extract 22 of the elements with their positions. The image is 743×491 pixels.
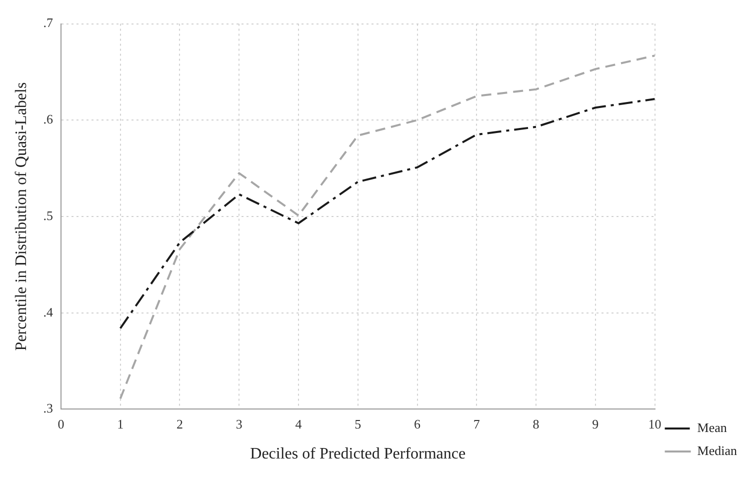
- x-axis-title: Deciles of Predicted Performance: [250, 446, 466, 463]
- y-tick-label: .6: [43, 112, 54, 127]
- x-tick-label: 8: [532, 416, 540, 432]
- x-tick-label: 5: [354, 416, 362, 432]
- y-tick-label: .5: [43, 208, 53, 223]
- x-tick-label: 1: [117, 416, 124, 432]
- x-tick-label: 6: [414, 416, 422, 432]
- y-tick-label: .4: [43, 304, 54, 320]
- line-series: [119, 98, 655, 330]
- y-axis-title: Percentile in Distribution of Quasi-Labels: [12, 82, 30, 351]
- x-tick-label: 3: [236, 416, 242, 432]
- x-tick-label: 9: [592, 416, 599, 432]
- x-tick-label: 10: [648, 416, 662, 432]
- x-tick-label: 7: [473, 416, 480, 432]
- x-tick-label: 0: [58, 416, 64, 432]
- legend-label: Median: [697, 442, 738, 458]
- x-tick-label: 2: [176, 416, 183, 432]
- y-tick-label: .3: [43, 400, 53, 416]
- legend-label: Mean: [697, 420, 728, 435]
- y-tick-label: .7: [43, 15, 54, 30]
- line-series: [119, 54, 655, 400]
- x-tick-label: 4: [295, 416, 302, 432]
